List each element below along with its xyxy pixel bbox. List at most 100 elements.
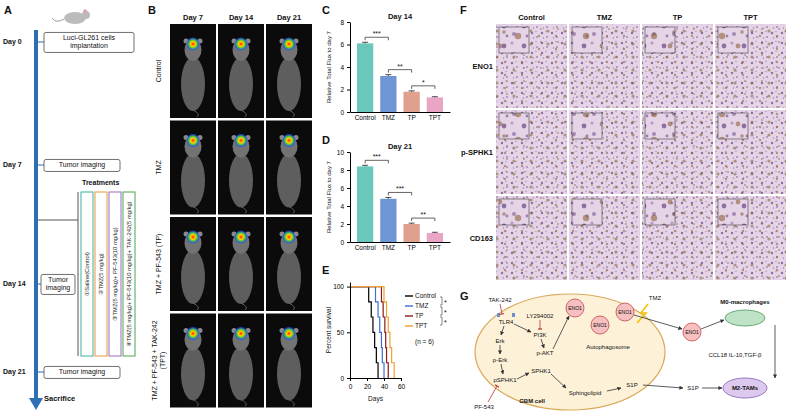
- panel-letter: D: [322, 134, 330, 146]
- axis-title: Relative Total Flux to day 7: [326, 30, 332, 103]
- ihc-stain: [569, 196, 640, 280]
- significance-bracket: [365, 160, 388, 163]
- bioluminescence: [234, 134, 248, 148]
- label-line: TMZ: [155, 160, 162, 175]
- row-label: TMZ + PF-543 + TAK-242(TPT): [151, 320, 167, 400]
- tick-label: TMZ: [382, 244, 395, 251]
- mouse-icon: [52, 18, 64, 21]
- treatment-label: ②TMZ(5 mg/kg): [98, 253, 104, 295]
- image-bg: [218, 217, 264, 311]
- bioluminescence: [282, 37, 296, 51]
- mouse-tail: [193, 207, 198, 214]
- ihc-inset: [572, 27, 602, 53]
- mouse-body: [277, 347, 301, 401]
- tick-mark: [347, 332, 350, 333]
- pathway-arrow: [702, 388, 722, 389]
- ihc-stain: [496, 24, 567, 108]
- significance-label: **: [397, 63, 403, 70]
- mouse-body: [229, 250, 253, 304]
- mouse-body: [229, 57, 253, 111]
- error-bar: [432, 232, 438, 234]
- chart-title: Day 14: [388, 12, 413, 21]
- tick: TMZ: [382, 114, 395, 121]
- pathway-arrow: [500, 345, 501, 354]
- row-label: CD163: [470, 234, 493, 243]
- eno1-vesicle: [591, 316, 609, 334]
- panel-letter: B: [148, 4, 156, 16]
- survival-line: [350, 287, 388, 378]
- pathway-label: Sphingolipid: [569, 390, 602, 396]
- ihc-inset: [572, 113, 602, 139]
- ihc-inset: [499, 199, 529, 225]
- bar: [380, 199, 396, 242]
- mouse-tail: [241, 400, 246, 407]
- ihc-image: [715, 24, 786, 108]
- axis: 050100: [333, 283, 350, 382]
- significance-label: ***: [396, 185, 404, 192]
- tick-label: 0: [340, 239, 344, 246]
- axis: 0246810: [337, 149, 351, 246]
- tick-label: 10: [337, 149, 345, 156]
- ihc-stain: [496, 196, 567, 280]
- tick-mark: [347, 378, 350, 379]
- pathway-label: Autophagosome: [586, 344, 630, 350]
- panel-letter: G: [460, 290, 469, 302]
- error-bar: [432, 96, 438, 98]
- tick: 0: [340, 109, 350, 116]
- significance-bracket: [365, 37, 388, 40]
- tick-label: 20: [364, 383, 372, 390]
- error-bar: [385, 75, 391, 76]
- legend-label: TMZ: [415, 302, 428, 309]
- tick-label: 8: [340, 167, 344, 174]
- significance-label: *: [444, 299, 447, 306]
- tick: TP: [407, 114, 415, 121]
- pathway-arrow: [517, 373, 529, 379]
- error-bar: [409, 90, 415, 92]
- tick: 50: [337, 329, 350, 336]
- end-label: Sacrifice: [44, 394, 75, 403]
- plot-area: [357, 165, 443, 242]
- mouse-body: [181, 250, 205, 304]
- image-bg: [170, 121, 216, 215]
- tick-label: TMZ: [382, 114, 395, 121]
- treatment-label: ③TMZ(5 mg/kg)+ PF-543(10 mg/kg): [112, 227, 118, 320]
- tick: TP: [407, 244, 415, 251]
- bar: [403, 92, 419, 112]
- pathway-arrow: [551, 374, 566, 388]
- ihc-inset: [499, 27, 529, 53]
- ihc-inset: [718, 113, 748, 139]
- row-label: TMZ: [155, 160, 162, 175]
- bioluminescence: [234, 230, 248, 244]
- panel-f: FControlTMZTPTPTENO1p-SPHK1CD163: [460, 4, 786, 280]
- bar: [357, 166, 373, 242]
- significance-bracket: [412, 218, 435, 221]
- significance-bracket: [440, 297, 442, 305]
- tick-label: 6: [340, 185, 344, 192]
- label-line: Tumor imaging: [59, 368, 106, 376]
- macrophage-m2: [723, 378, 767, 398]
- pathway-arrow: [607, 388, 621, 391]
- tick-label: 40: [381, 383, 389, 390]
- bioluminescence: [282, 134, 296, 148]
- pathway-label: M2-TAMs: [732, 385, 759, 391]
- tick: 8: [340, 19, 350, 26]
- connector: [38, 372, 44, 373]
- tick: 4: [340, 203, 350, 210]
- event-box: [44, 32, 134, 52]
- tick: TMZ: [382, 244, 395, 251]
- error-bar: [409, 223, 415, 225]
- mouse-tail: [193, 400, 198, 407]
- tick-mark: [347, 224, 350, 225]
- day-label: Day 7: [3, 161, 22, 169]
- tick-label: 4: [340, 64, 344, 71]
- image-bg: [266, 24, 312, 118]
- lightning: [637, 304, 648, 323]
- label-line: Tumor imaging: [59, 161, 106, 169]
- tick-label: 0: [340, 109, 344, 116]
- mouse-icon: [83, 9, 87, 13]
- event-label: Luci-GL261 cellsimplantation: [63, 34, 116, 50]
- significance-label: **: [421, 211, 427, 218]
- column-head: TPT: [743, 13, 758, 22]
- mouse-tail: [289, 110, 294, 117]
- bar-chart: D0246810ControlTMZTPTPTDay 21Relative To…: [322, 134, 451, 251]
